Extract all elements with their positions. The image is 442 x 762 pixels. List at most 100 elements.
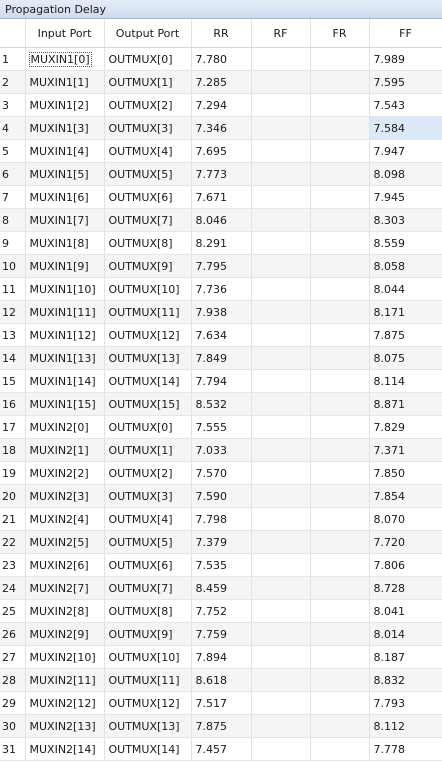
output-port-cell[interactable]: OUTMUX[8] bbox=[104, 231, 192, 255]
table-row[interactable]: 20 MUXIN2[3] OUTMUX[3] 7.590 7.854 bbox=[0, 484, 442, 508]
rf-cell[interactable] bbox=[251, 645, 311, 669]
rf-cell[interactable] bbox=[251, 530, 311, 554]
output-port-cell[interactable]: OUTMUX[2] bbox=[104, 93, 192, 117]
row-index[interactable]: 3 bbox=[0, 93, 26, 117]
rf-cell[interactable] bbox=[251, 737, 311, 761]
input-port-cell[interactable]: MUXIN1[4] bbox=[25, 139, 105, 163]
input-port-cell[interactable]: MUXIN2[9] bbox=[25, 622, 105, 646]
rf-cell[interactable] bbox=[251, 277, 311, 301]
table-row[interactable]: 5 MUXIN1[4] OUTMUX[4] 7.695 7.947 bbox=[0, 139, 442, 163]
row-index[interactable]: 14 bbox=[0, 346, 26, 370]
rr-cell[interactable]: 7.570 bbox=[191, 461, 252, 485]
output-port-cell[interactable]: OUTMUX[12] bbox=[104, 323, 192, 347]
rr-cell[interactable]: 7.294 bbox=[191, 93, 252, 117]
fr-cell[interactable] bbox=[310, 461, 370, 485]
ff-cell[interactable]: 7.778 bbox=[369, 737, 442, 761]
rf-cell[interactable] bbox=[251, 323, 311, 347]
column-header-rr[interactable]: RR bbox=[191, 19, 252, 48]
table-row[interactable]: 7 MUXIN1[6] OUTMUX[6] 7.671 7.945 bbox=[0, 185, 442, 209]
table-row[interactable]: 11 MUXIN1[10] OUTMUX[10] 7.736 8.044 bbox=[0, 277, 442, 301]
input-port-cell[interactable]: MUXIN2[14] bbox=[25, 737, 105, 761]
ff-cell[interactable]: 7.543 bbox=[369, 93, 442, 117]
table-row[interactable]: 28 MUXIN2[11] OUTMUX[11] 8.618 8.832 bbox=[0, 668, 442, 692]
row-index[interactable]: 22 bbox=[0, 530, 26, 554]
output-port-cell[interactable]: OUTMUX[5] bbox=[104, 162, 192, 186]
rr-cell[interactable]: 8.291 bbox=[191, 231, 252, 255]
input-port-cell[interactable]: MUXIN2[1] bbox=[25, 438, 105, 462]
input-port-cell[interactable]: MUXIN2[0] bbox=[25, 415, 105, 439]
table-row[interactable]: 24 MUXIN2[7] OUTMUX[7] 8.459 8.728 bbox=[0, 576, 442, 600]
input-port-cell[interactable]: MUXIN2[13] bbox=[25, 714, 105, 738]
row-index[interactable]: 12 bbox=[0, 300, 26, 324]
output-port-cell[interactable]: OUTMUX[4] bbox=[104, 139, 192, 163]
ff-cell[interactable]: 8.041 bbox=[369, 599, 442, 623]
row-index[interactable]: 15 bbox=[0, 369, 26, 393]
rf-cell[interactable] bbox=[251, 507, 311, 531]
input-port-cell[interactable]: MUXIN1[10] bbox=[25, 277, 105, 301]
rf-cell[interactable] bbox=[251, 438, 311, 462]
rr-cell[interactable]: 7.517 bbox=[191, 691, 252, 715]
output-port-cell[interactable]: OUTMUX[9] bbox=[104, 622, 192, 646]
fr-cell[interactable] bbox=[310, 668, 370, 692]
table-row[interactable]: 30 MUXIN2[13] OUTMUX[13] 7.875 8.112 bbox=[0, 714, 442, 738]
table-row[interactable]: 22 MUXIN2[5] OUTMUX[5] 7.379 7.720 bbox=[0, 530, 442, 554]
output-port-cell[interactable]: OUTMUX[7] bbox=[104, 208, 192, 232]
rr-cell[interactable]: 7.875 bbox=[191, 714, 252, 738]
rf-cell[interactable] bbox=[251, 300, 311, 324]
rf-cell[interactable] bbox=[251, 369, 311, 393]
output-port-cell[interactable]: OUTMUX[1] bbox=[104, 70, 192, 94]
rf-cell[interactable] bbox=[251, 691, 311, 715]
rr-cell[interactable]: 7.671 bbox=[191, 185, 252, 209]
column-header-rf[interactable]: RF bbox=[251, 19, 311, 48]
fr-cell[interactable] bbox=[310, 438, 370, 462]
ff-cell[interactable]: 8.187 bbox=[369, 645, 442, 669]
rr-cell[interactable]: 7.759 bbox=[191, 622, 252, 646]
rr-cell[interactable]: 7.535 bbox=[191, 553, 252, 577]
fr-cell[interactable] bbox=[310, 93, 370, 117]
fr-cell[interactable] bbox=[310, 116, 370, 140]
output-port-cell[interactable]: OUTMUX[1] bbox=[104, 438, 192, 462]
row-index[interactable]: 31 bbox=[0, 737, 26, 761]
rf-cell[interactable] bbox=[251, 93, 311, 117]
table-row[interactable]: 19 MUXIN2[2] OUTMUX[2] 7.570 7.850 bbox=[0, 461, 442, 485]
input-port-cell[interactable]: MUXIN1[9] bbox=[25, 254, 105, 278]
fr-cell[interactable] bbox=[310, 576, 370, 600]
row-index[interactable]: 17 bbox=[0, 415, 26, 439]
row-index[interactable]: 29 bbox=[0, 691, 26, 715]
row-index[interactable]: 28 bbox=[0, 668, 26, 692]
table-row[interactable]: 3 MUXIN1[2] OUTMUX[2] 7.294 7.543 bbox=[0, 93, 442, 117]
output-port-cell[interactable]: OUTMUX[0] bbox=[104, 47, 192, 71]
rf-cell[interactable] bbox=[251, 415, 311, 439]
ff-cell[interactable]: 7.806 bbox=[369, 553, 442, 577]
output-port-cell[interactable]: OUTMUX[10] bbox=[104, 645, 192, 669]
rr-cell[interactable]: 8.618 bbox=[191, 668, 252, 692]
ff-cell[interactable]: 7.854 bbox=[369, 484, 442, 508]
fr-cell[interactable] bbox=[310, 300, 370, 324]
input-port-cell[interactable]: MUXIN1[5] bbox=[25, 162, 105, 186]
rf-cell[interactable] bbox=[251, 208, 311, 232]
column-header-input-port[interactable]: Input Port bbox=[25, 19, 105, 48]
rr-cell[interactable]: 7.780 bbox=[191, 47, 252, 71]
table-row[interactable]: 9 MUXIN1[8] OUTMUX[8] 8.291 8.559 bbox=[0, 231, 442, 255]
rr-cell[interactable]: 7.849 bbox=[191, 346, 252, 370]
rf-cell[interactable] bbox=[251, 185, 311, 209]
row-index[interactable]: 26 bbox=[0, 622, 26, 646]
output-port-cell[interactable]: OUTMUX[3] bbox=[104, 484, 192, 508]
fr-cell[interactable] bbox=[310, 277, 370, 301]
fr-cell[interactable] bbox=[310, 691, 370, 715]
rf-cell[interactable] bbox=[251, 622, 311, 646]
fr-cell[interactable] bbox=[310, 415, 370, 439]
rf-cell[interactable] bbox=[251, 392, 311, 416]
rr-cell[interactable]: 7.795 bbox=[191, 254, 252, 278]
rr-cell[interactable]: 8.459 bbox=[191, 576, 252, 600]
row-index[interactable]: 16 bbox=[0, 392, 26, 416]
fr-cell[interactable] bbox=[310, 323, 370, 347]
column-header-ff[interactable]: FF bbox=[369, 19, 442, 48]
rr-cell[interactable]: 7.457 bbox=[191, 737, 252, 761]
table-row[interactable]: 27 MUXIN2[10] OUTMUX[10] 7.894 8.187 bbox=[0, 645, 442, 669]
input-port-cell[interactable]: MUXIN1[13] bbox=[25, 346, 105, 370]
input-port-cell[interactable]: MUXIN1[12] bbox=[25, 323, 105, 347]
fr-cell[interactable] bbox=[310, 553, 370, 577]
rf-cell[interactable] bbox=[251, 231, 311, 255]
input-port-cell[interactable]: MUXIN1[1] bbox=[25, 70, 105, 94]
